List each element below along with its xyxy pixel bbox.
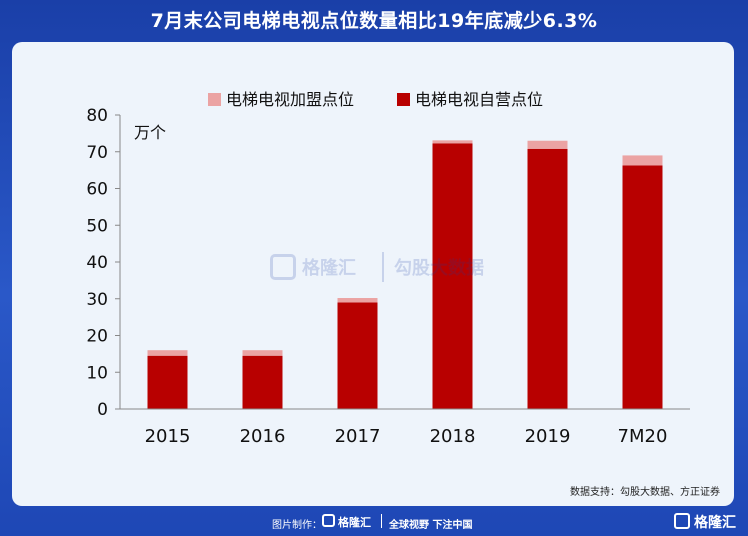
legend-swatch — [208, 93, 221, 106]
footer: 图片制作： 格隆汇 全球视野 下注中国 格隆汇 — [0, 506, 748, 536]
footer-brand: 格隆汇 — [338, 516, 371, 529]
unit-label: 万个 — [134, 123, 166, 142]
y-tick-label: 0 — [97, 400, 108, 420]
legend-swatch — [397, 93, 410, 106]
bar-self-operated — [527, 148, 568, 409]
y-tick-label: 40 — [86, 253, 108, 273]
corner-brand: 格隆汇 — [694, 515, 736, 531]
y-tick-label: 70 — [86, 143, 108, 163]
bar-self-operated — [147, 355, 188, 409]
legend-label: 电梯电视自营点位 — [415, 90, 543, 109]
page-title: 7月末公司电梯电视点位数量相比19年底减少6.3% — [150, 10, 598, 32]
y-tick-label: 80 — [86, 106, 108, 126]
x-tick-label: 2018 — [430, 426, 476, 447]
y-tick-label: 20 — [86, 327, 108, 347]
bar-self-operated — [622, 165, 663, 409]
y-tick-label: 60 — [86, 180, 108, 200]
bar-chart: 电梯电视加盟点位 电梯电视自营点位 万个 0 10 20 30 40 50 60 70 80 20… — [86, 90, 690, 447]
bar-franchise — [432, 140, 473, 144]
footer-divider — [381, 514, 382, 528]
bar-franchise — [527, 140, 568, 149]
x-tick-label: 2016 — [240, 426, 286, 447]
y-tick-label: 10 — [86, 363, 108, 383]
bar-franchise — [622, 155, 663, 166]
y-axis: 0 10 20 30 40 50 60 70 80 — [86, 106, 121, 420]
bar-franchise — [242, 350, 283, 356]
bar-self-operated — [432, 143, 473, 410]
x-axis: 2015 2016 2017 2018 2019 7M20 — [120, 408, 690, 447]
bar-self-operated — [337, 302, 378, 409]
data-source: 数据支持：勾股大数据、方正证券 — [570, 487, 720, 498]
x-tick-label: 7M20 — [618, 426, 668, 447]
y-tick-label: 30 — [86, 290, 108, 310]
x-tick-label: 2019 — [525, 426, 571, 447]
legend-label: 电梯电视加盟点位 — [226, 90, 354, 109]
footer-made-by: 图片制作： — [272, 520, 322, 531]
bar-self-operated — [242, 355, 283, 409]
footer-logo-icon — [322, 514, 335, 527]
bars — [147, 140, 663, 410]
bar-franchise — [337, 298, 378, 303]
y-tick-label: 50 — [86, 216, 108, 236]
chart-panel: 电梯电视加盟点位 电梯电视自营点位 万个 0 10 20 30 40 50 60 70 80 20… — [12, 42, 734, 506]
x-tick-label: 2017 — [335, 426, 381, 447]
x-tick-label: 2015 — [145, 426, 191, 447]
bar-franchise — [147, 350, 188, 356]
footer-slogan: 全球视野 下注中国 — [389, 520, 473, 531]
corner-logo-icon — [674, 513, 690, 529]
legend: 电梯电视加盟点位 电梯电视自营点位 — [208, 90, 543, 109]
